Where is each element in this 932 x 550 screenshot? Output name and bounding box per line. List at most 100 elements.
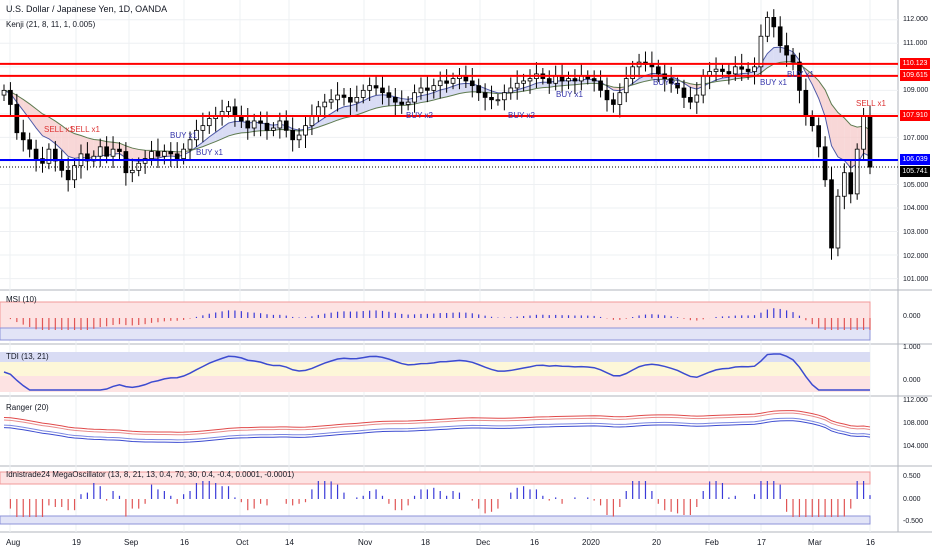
signal-buy-8: BUY x1 — [787, 70, 814, 79]
time-tick: 18 — [421, 538, 430, 547]
tdi-band — [0, 352, 870, 362]
time-tick: Aug — [6, 538, 21, 547]
slow-line — [3, 61, 871, 153]
cloud-band — [343, 105, 351, 119]
time-tick: Mar — [808, 538, 822, 547]
signal-buy-5: BUY x1 — [556, 90, 583, 99]
candle-bear — [572, 78, 578, 82]
level-tag-106039: 106.039 — [900, 154, 930, 165]
cloud-band — [433, 89, 441, 101]
cloud-band — [530, 83, 537, 91]
ranger-tick: 112.000 — [903, 397, 928, 404]
chart-title: U.S. Dollar / Japanese Yen, 1D, OANDA — [6, 4, 168, 14]
candle-bear — [386, 92, 392, 98]
candle-bear — [546, 78, 552, 84]
cloud-band — [562, 80, 569, 86]
ranger-tick: 108.000 — [903, 420, 929, 427]
candle-bear — [27, 139, 32, 150]
candle-bull — [328, 99, 334, 103]
candle-bear — [348, 97, 353, 103]
candle-bull — [316, 106, 321, 117]
candle-bear — [392, 97, 398, 103]
time-tick: Nov — [358, 538, 373, 547]
cloud-band — [363, 97, 370, 113]
cloud-band — [68, 130, 75, 159]
candle-bear — [598, 80, 603, 91]
cloud-band — [369, 95, 377, 111]
candle-bear — [803, 89, 809, 117]
candle-bear — [681, 87, 687, 98]
tdi-band — [0, 376, 870, 392]
candle-bear — [232, 106, 238, 117]
candle-bull — [842, 172, 847, 197]
candle-bull — [97, 146, 103, 157]
candle-bull — [251, 120, 257, 129]
cloud-band — [16, 95, 24, 111]
candle-bear — [469, 80, 475, 87]
time-tick: 20 — [652, 538, 661, 547]
candle-bear — [373, 85, 379, 89]
candle-bear — [790, 54, 796, 63]
indicator-title: Kenji (21, 8, 11, 1, 0.005) — [6, 20, 96, 29]
mega-tick: -0.500 — [903, 518, 923, 525]
candle-bull — [623, 78, 629, 94]
candle-bear — [463, 75, 469, 82]
candle-bull — [277, 120, 283, 129]
price-tick: 101.000 — [903, 276, 929, 283]
candle-bull — [579, 75, 584, 82]
last-price-tag: 105.741 — [900, 166, 930, 177]
candle-bear — [104, 146, 109, 157]
price-tick: 111.000 — [903, 40, 928, 47]
signal-buy-7: BUY x1 — [760, 78, 787, 87]
price-tick: 105.000 — [903, 182, 929, 189]
candle-bull — [303, 125, 308, 136]
tdi-band — [0, 362, 870, 376]
candle-bear — [688, 97, 693, 103]
cloud-band — [459, 83, 466, 94]
signal-buy-3: BUY x2 — [406, 111, 433, 120]
candle-bear — [8, 89, 13, 105]
signal-sell-3: SELL x1 — [856, 99, 886, 108]
candle-bull — [617, 92, 623, 105]
candle-bull — [437, 80, 443, 87]
candle-bear — [14, 104, 20, 134]
candle-bear — [655, 66, 661, 75]
candle-bear — [290, 129, 295, 141]
candle-bear — [604, 89, 610, 101]
price-tick: 109.000 — [903, 87, 929, 94]
candle-bear — [444, 80, 449, 84]
candle-bear — [745, 68, 751, 72]
candle-bear — [399, 101, 405, 105]
panel-title-tdi: TDI (13, 21) — [6, 352, 49, 361]
candle-bear — [341, 94, 347, 98]
cloud-band — [812, 74, 819, 99]
candle-bull — [110, 148, 116, 157]
candle-bull — [354, 97, 360, 103]
signal-sell-1: SELL x1 — [44, 125, 74, 134]
cloud-band — [446, 86, 454, 97]
signal-buy-1: BUY x1 — [170, 131, 197, 140]
candle-bear — [283, 120, 289, 131]
candle-bull — [502, 92, 507, 101]
signal-buy-6: BUY x1 — [653, 78, 680, 87]
time-tick: 16 — [866, 538, 875, 547]
candle-bear — [668, 78, 674, 84]
candle-bear — [816, 125, 822, 148]
candle-bull — [335, 94, 340, 101]
cloud-band — [350, 103, 357, 117]
candle-bull — [495, 99, 501, 102]
ranger-line — [3, 410, 871, 433]
candle-bear — [720, 68, 725, 72]
candle-bull — [566, 78, 571, 82]
price-tick: 112.000 — [903, 16, 928, 23]
candle-bull — [46, 148, 52, 164]
candle-bull — [630, 66, 635, 79]
candle-bull — [732, 66, 738, 75]
candle-bear — [20, 132, 26, 141]
cloud-band — [228, 121, 235, 136]
candle-bear — [482, 92, 488, 98]
candle-bull — [1, 89, 7, 96]
candle-bull — [713, 68, 719, 72]
candle-bull — [527, 78, 533, 82]
